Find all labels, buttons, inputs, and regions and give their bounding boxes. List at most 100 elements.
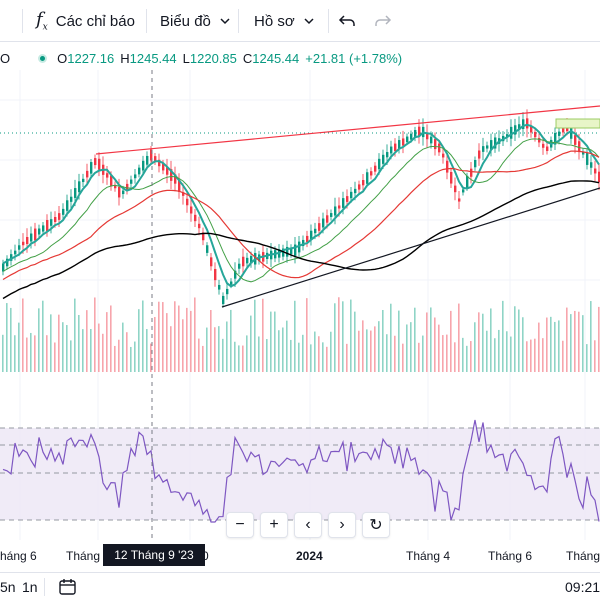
date-range-button[interactable] <box>58 573 78 600</box>
volume-bar <box>22 298 24 372</box>
volume-bar <box>38 308 40 372</box>
volume-bar <box>178 305 180 372</box>
volume-bar <box>350 299 352 372</box>
candle <box>434 138 437 150</box>
volume-bar <box>510 336 512 372</box>
time-tick: Tháng 6 <box>488 549 533 563</box>
bottom-bar: 5n 1n 09:21 <box>0 572 600 600</box>
candle <box>430 136 433 144</box>
candle <box>342 198 345 208</box>
candle <box>138 167 141 175</box>
candle <box>290 247 293 255</box>
candle <box>454 185 457 193</box>
volume-bar <box>54 342 56 372</box>
candle <box>346 196 349 202</box>
candle <box>418 126 421 136</box>
candle <box>522 119 525 130</box>
reset-chart-button[interactable]: ↻ <box>362 512 390 538</box>
volume-bar <box>558 320 560 372</box>
candle <box>46 220 49 231</box>
candle <box>82 178 85 183</box>
toolbar-divider <box>238 9 239 33</box>
candle <box>578 141 581 153</box>
candle <box>62 208 65 215</box>
chart-canvas[interactable] <box>0 70 600 540</box>
volume-bar <box>518 309 520 372</box>
candle <box>186 198 189 206</box>
volume-bar <box>338 297 340 372</box>
candle <box>554 132 557 145</box>
time-axis[interactable]: háng 6 Tháng 0 2024 Tháng 4 Tháng 6 Thán… <box>0 540 600 568</box>
candle <box>298 241 301 253</box>
undo-button[interactable] <box>338 0 356 42</box>
volume-bar <box>114 345 116 372</box>
candle <box>546 146 549 151</box>
zoom-in-button[interactable]: + <box>260 512 288 538</box>
scroll-left-button[interactable]: ‹ <box>294 512 322 538</box>
candle <box>358 184 361 190</box>
candle <box>558 131 561 136</box>
candle <box>574 135 577 145</box>
candle <box>586 153 589 165</box>
candle <box>494 137 497 149</box>
volume-bar <box>6 303 8 372</box>
volume-bar <box>334 303 336 372</box>
resistance-trendline[interactable] <box>95 105 600 155</box>
toolbar-divider <box>146 9 147 33</box>
volume-bar <box>94 297 96 372</box>
candle <box>306 235 309 243</box>
volume-bar <box>370 330 372 372</box>
close-value: 1245.44 <box>252 50 300 66</box>
candle <box>374 165 377 172</box>
volume-bar <box>70 340 72 372</box>
chart-type-button[interactable]: Biểu đồ <box>160 0 231 42</box>
candle <box>402 138 405 146</box>
volume-bar <box>502 300 504 372</box>
candle <box>238 263 241 269</box>
volume-bar <box>146 329 148 372</box>
time-tick: 0 <box>202 549 209 563</box>
candle <box>370 171 373 176</box>
moving-averages <box>2 123 600 300</box>
volume-bar <box>134 341 136 372</box>
candle <box>526 118 529 129</box>
support-trendline[interactable] <box>221 187 600 308</box>
volume-bar <box>110 305 112 372</box>
volume-bar <box>554 321 556 372</box>
zoom-out-button[interactable]: − <box>226 512 254 538</box>
volume-bar <box>202 345 204 372</box>
volume-bar <box>218 326 220 372</box>
highlight-box[interactable] <box>555 118 600 129</box>
volume-bar <box>386 334 388 372</box>
candle <box>314 228 317 234</box>
volume-bar <box>530 339 532 372</box>
scroll-right-button[interactable]: › <box>328 512 356 538</box>
redo-button[interactable] <box>374 0 392 42</box>
volume-bar <box>586 344 588 372</box>
volume-bar <box>578 311 580 372</box>
volume-bar <box>394 335 396 372</box>
volume-bar <box>582 315 584 372</box>
indicators-button[interactable]: fx Các chỉ báo <box>36 0 135 42</box>
candle <box>510 126 513 139</box>
price-chart[interactable] <box>0 70 600 540</box>
candle <box>70 196 73 202</box>
calendar-range-icon <box>59 579 76 595</box>
candle <box>518 124 521 130</box>
candle <box>534 131 537 138</box>
candle <box>406 136 409 143</box>
volume-bar <box>14 335 16 372</box>
volume-bar <box>326 346 328 372</box>
range-button[interactable]: 5n <box>0 579 16 595</box>
candle <box>250 255 253 264</box>
volume-bar <box>30 332 32 372</box>
candle <box>426 132 429 140</box>
profile-button[interactable]: Hồ sơ <box>254 0 315 42</box>
candle <box>474 160 477 168</box>
volume-bar <box>138 309 140 372</box>
range-button[interactable]: 1n <box>22 579 38 595</box>
market-status-dot <box>38 53 48 63</box>
volume-bar <box>598 306 600 372</box>
candle <box>94 158 97 166</box>
candle <box>338 205 341 209</box>
